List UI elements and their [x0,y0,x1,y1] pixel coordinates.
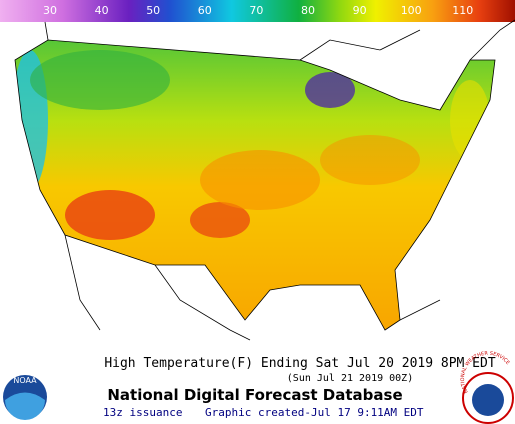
scale-label: 60 [198,4,212,17]
scale-label: 100 [401,4,422,17]
title: High Temperature(F) Ending Sat Jul 20 20… [104,356,496,371]
scale-label: 30 [43,4,57,17]
scale-label: 80 [301,4,315,17]
noaa-logo: NOAA [3,375,47,420]
map [14,19,515,341]
scale-label: 90 [353,4,367,17]
subtitle: (Sun Jul 21 2019 00Z) [287,373,413,384]
noaa-text: NOAA [13,376,37,385]
scale-label: 110 [452,4,473,17]
scale-label: 50 [146,4,160,17]
scale-labels: 30 40 50 60 70 80 90 100 110 [43,4,473,17]
scale-label: 70 [249,4,263,17]
database-name: National Digital Forecast Database [107,386,402,404]
color-scale [0,0,515,22]
scale-label: 40 [95,4,109,17]
issuance: 13z issuance [103,406,182,419]
created: Graphic created-Jul 17 9:11AM EDT [205,406,424,419]
